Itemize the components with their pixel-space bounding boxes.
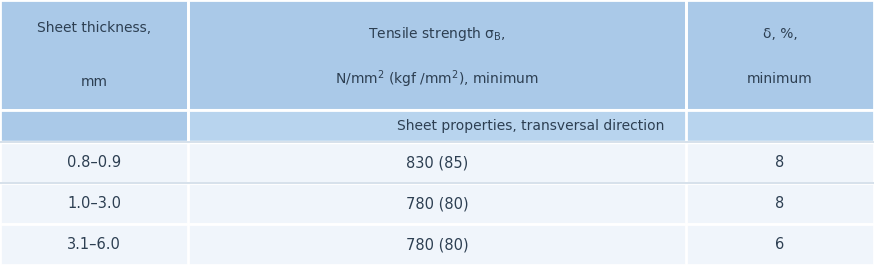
Text: 780 (80): 780 (80) bbox=[406, 196, 468, 211]
Bar bbox=[686, 0, 874, 110]
Text: N/mm$\mathregular{^2}$ (kgf /mm$\mathregular{^2}$), minimum: N/mm$\mathregular{^2}$ (kgf /mm$\mathreg… bbox=[335, 68, 539, 90]
Text: Sheet thickness,

mm: Sheet thickness, mm bbox=[37, 21, 151, 89]
Text: 6: 6 bbox=[775, 237, 785, 252]
Bar bbox=[0, 183, 874, 224]
Text: 8: 8 bbox=[775, 196, 785, 211]
Text: 8: 8 bbox=[775, 155, 785, 170]
Text: 1.0–3.0: 1.0–3.0 bbox=[67, 196, 121, 211]
Text: Tensile strength $\mathregular{\sigma_B}$,: Tensile strength $\mathregular{\sigma_B}… bbox=[368, 25, 506, 43]
Bar bbox=[0, 0, 188, 110]
Text: δ, %,: δ, %, bbox=[763, 27, 797, 41]
Bar bbox=[188, 110, 874, 142]
Text: Sheet properties, transversal direction: Sheet properties, transversal direction bbox=[398, 119, 664, 133]
Text: minimum: minimum bbox=[747, 72, 813, 86]
Text: 780 (80): 780 (80) bbox=[406, 237, 468, 252]
Bar bbox=[0, 142, 874, 183]
Text: 0.8–0.9: 0.8–0.9 bbox=[67, 155, 121, 170]
Text: 830 (85): 830 (85) bbox=[406, 155, 468, 170]
Bar bbox=[188, 0, 686, 110]
Bar bbox=[0, 110, 188, 142]
Bar bbox=[0, 224, 874, 265]
Text: 3.1–6.0: 3.1–6.0 bbox=[67, 237, 121, 252]
